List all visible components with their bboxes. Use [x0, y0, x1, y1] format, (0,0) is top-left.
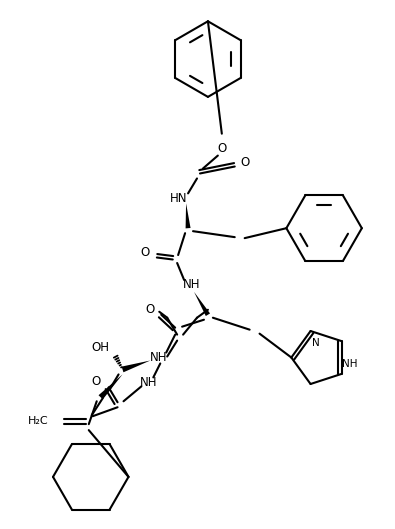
Text: NH: NH [183, 278, 201, 291]
Text: NH: NH [342, 359, 357, 369]
Text: O: O [240, 156, 249, 169]
Text: O: O [140, 245, 149, 259]
Text: N: N [312, 338, 320, 348]
Text: OH: OH [92, 341, 110, 354]
Text: H₂C: H₂C [27, 416, 48, 426]
Polygon shape [194, 292, 210, 316]
Text: NH: NH [150, 351, 167, 364]
Text: HN: HN [169, 192, 187, 205]
Polygon shape [98, 375, 122, 399]
Text: NH: NH [139, 376, 157, 389]
Text: O: O [91, 375, 101, 388]
Polygon shape [186, 203, 190, 229]
Text: O: O [217, 142, 226, 155]
Polygon shape [122, 360, 150, 372]
Text: O: O [145, 303, 154, 316]
